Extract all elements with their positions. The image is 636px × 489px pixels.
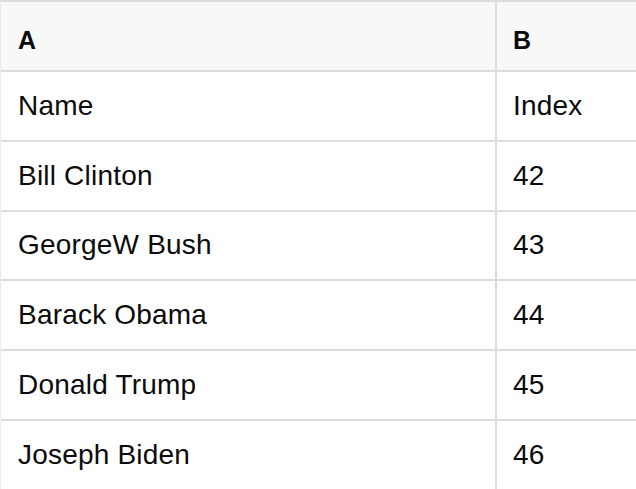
name-cell[interactable]: Bill Clinton bbox=[1, 142, 497, 210]
column-header-row: A B bbox=[1, 2, 636, 72]
column-header-a[interactable]: A bbox=[1, 2, 497, 70]
index-cell-text: 44 bbox=[513, 299, 545, 331]
index-cell-text: 43 bbox=[513, 229, 545, 261]
column-header-a-label: A bbox=[18, 26, 36, 55]
table-row: Barack Obama 44 bbox=[1, 281, 636, 351]
name-cell-text: Barack Obama bbox=[18, 299, 207, 331]
name-cell[interactable]: GeorgeW Bush bbox=[1, 212, 497, 280]
column-header-b-label: B bbox=[513, 26, 531, 55]
name-cell-text: Donald Trump bbox=[18, 369, 196, 401]
table-row: GeorgeW Bush 43 bbox=[1, 212, 636, 282]
table-row: Name Index bbox=[1, 72, 636, 142]
spreadsheet-table: A B Name Index Bill Clinton 42 GeorgeW B… bbox=[0, 0, 636, 489]
name-cell-text: Bill Clinton bbox=[18, 160, 153, 192]
table-row: Bill Clinton 42 bbox=[1, 142, 636, 212]
index-cell-text: 45 bbox=[513, 369, 545, 401]
name-cell[interactable]: Donald Trump bbox=[1, 351, 497, 419]
name-cell[interactable]: Joseph Biden bbox=[1, 421, 497, 489]
name-cell[interactable]: Name bbox=[1, 72, 497, 140]
name-cell-text: Joseph Biden bbox=[18, 439, 190, 471]
index-cell[interactable]: 46 bbox=[497, 421, 636, 489]
table-row: Joseph Biden 46 bbox=[1, 421, 636, 489]
column-header-b[interactable]: B bbox=[497, 2, 636, 70]
index-cell-text: 46 bbox=[513, 439, 545, 471]
name-cell[interactable]: Barack Obama bbox=[1, 281, 497, 349]
index-cell[interactable]: Index bbox=[497, 72, 636, 140]
name-cell-text: GeorgeW Bush bbox=[18, 229, 212, 261]
index-cell[interactable]: 44 bbox=[497, 281, 636, 349]
index-cell[interactable]: 42 bbox=[497, 142, 636, 210]
index-cell[interactable]: 45 bbox=[497, 351, 636, 419]
name-cell-text: Name bbox=[18, 90, 94, 122]
table-row: Donald Trump 45 bbox=[1, 351, 636, 421]
index-cell-text: 42 bbox=[513, 160, 545, 192]
index-cell-text: Index bbox=[513, 90, 583, 122]
index-cell[interactable]: 43 bbox=[497, 212, 636, 280]
